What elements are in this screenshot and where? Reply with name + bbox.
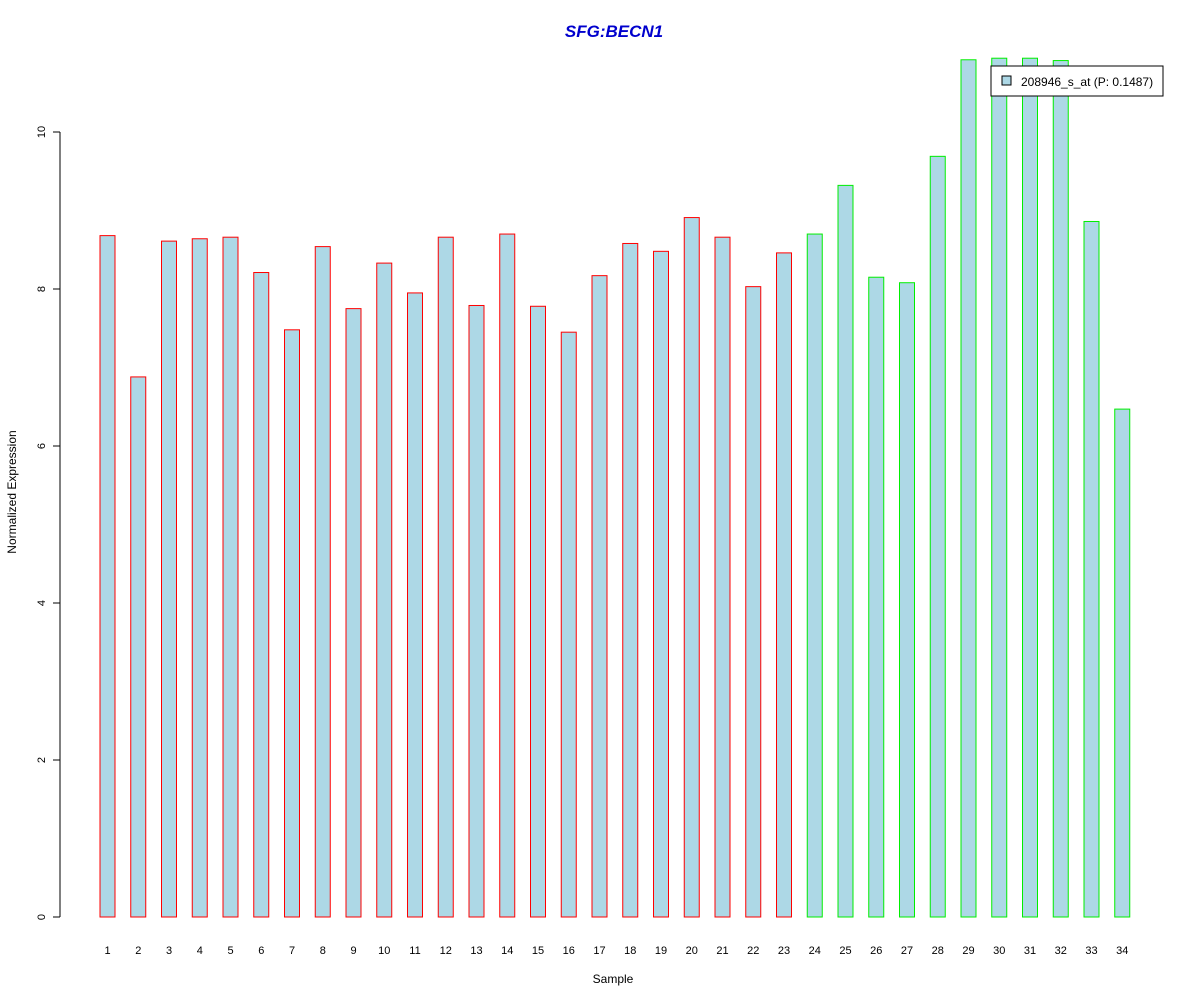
y-tick-label: 6 — [36, 443, 48, 449]
y-tick-label: 4 — [36, 600, 48, 606]
x-tick-label: 4 — [197, 945, 203, 957]
y-tick-label: 10 — [36, 126, 48, 138]
x-tick-label: 10 — [378, 945, 390, 957]
bar — [960, 59, 977, 918]
bar — [345, 308, 362, 918]
bar — [222, 236, 239, 918]
bar — [530, 305, 546, 918]
x-tick-label: 21 — [716, 945, 728, 957]
legend-label: 208946_s_at (P: 0.1487) — [1021, 75, 1153, 89]
bar — [929, 155, 946, 918]
bar — [560, 331, 577, 918]
x-tick-label: 7 — [289, 945, 295, 957]
bar — [1022, 57, 1038, 918]
y-tick-label: 0 — [36, 914, 48, 920]
bar — [683, 217, 700, 918]
bar — [130, 376, 147, 918]
bar — [714, 236, 731, 918]
bar — [991, 57, 1008, 918]
bar — [191, 238, 208, 918]
x-tick-label: 5 — [227, 945, 233, 957]
bar — [837, 184, 854, 918]
y-tick-label: 2 — [36, 757, 48, 763]
x-tick-label: 27 — [901, 945, 913, 957]
x-axis-label: Sample — [593, 972, 634, 986]
legend-box — [990, 65, 1164, 97]
x-tick-label: 32 — [1055, 945, 1067, 957]
bar — [314, 246, 331, 918]
x-tick-label: 25 — [839, 945, 851, 957]
x-tick-label: 19 — [655, 945, 667, 957]
x-tick-label: 26 — [870, 945, 882, 957]
x-tick-label: 1 — [104, 945, 110, 957]
x-tick-label: 16 — [563, 945, 575, 957]
x-tick-label: 22 — [747, 945, 759, 957]
bar — [1114, 408, 1131, 918]
bar — [499, 233, 516, 918]
legend-swatch — [1001, 75, 1012, 86]
bar — [591, 275, 608, 918]
y-axis-label: Normalized Expression — [5, 430, 19, 553]
bar — [899, 282, 915, 918]
x-tick-label: 15 — [532, 945, 544, 957]
x-tick-label: 31 — [1024, 945, 1036, 957]
x-tick-label: 30 — [993, 945, 1005, 957]
y-tick-label: 8 — [36, 286, 48, 292]
bar — [1052, 60, 1069, 918]
x-tick-label: 3 — [166, 945, 172, 957]
y-axis: 0 2 4 6 8 10 — [36, 126, 61, 920]
bar — [653, 250, 669, 918]
x-tick-label: 13 — [470, 945, 482, 957]
legend: 208946_s_at (P: 0.1487) — [990, 65, 1164, 97]
x-tick-label: 12 — [440, 945, 452, 957]
x-tick-label: 6 — [258, 945, 264, 957]
bar — [284, 329, 300, 918]
bar — [437, 236, 454, 918]
chart-title: SFG:BECN1 — [565, 22, 663, 41]
x-tick-label: 18 — [624, 945, 636, 957]
bar — [776, 252, 792, 918]
x-tick-label: 34 — [1116, 945, 1128, 957]
x-tick-label: 17 — [593, 945, 605, 957]
x-tick-label: 2 — [135, 945, 141, 957]
bar — [99, 235, 116, 918]
x-tick-label: 24 — [809, 945, 821, 957]
x-tick-label: 23 — [778, 945, 790, 957]
bars-group — [99, 57, 1131, 918]
x-tick-label: 9 — [350, 945, 356, 957]
x-tick-label: 33 — [1085, 945, 1097, 957]
bar — [622, 242, 639, 918]
bar — [868, 276, 885, 918]
x-tick-label: 29 — [962, 945, 974, 957]
bar — [253, 272, 270, 918]
x-tick-label: 28 — [932, 945, 944, 957]
x-tick-label: 14 — [501, 945, 513, 957]
bar — [806, 233, 823, 918]
x-tick-label: 8 — [320, 945, 326, 957]
bar — [745, 286, 762, 918]
x-tick-label: 20 — [686, 945, 698, 957]
bar — [161, 240, 177, 918]
bar — [407, 292, 423, 918]
bar — [1083, 220, 1100, 918]
x-tick-labels: 1 2 3 4 5 6 7 8 9 10 11 12 13 14 15 16 17 18 19 20 21 22 23 24 2… — [104, 945, 1128, 957]
bar — [376, 262, 393, 918]
x-tick-label: 11 — [409, 945, 420, 957]
bar — [468, 304, 485, 918]
